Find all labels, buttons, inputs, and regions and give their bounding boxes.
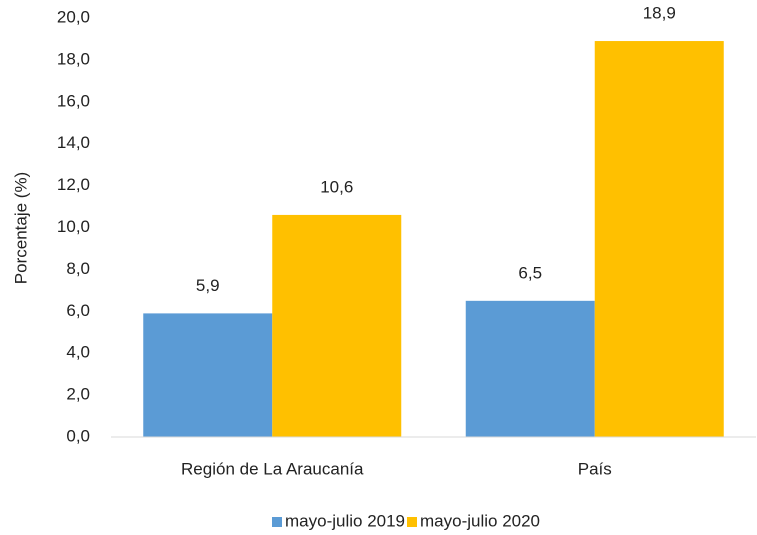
value-label: 5,9 [196,276,220,295]
y-tick-label: 2,0 [66,385,90,404]
y-tick-label: 20,0 [57,7,90,26]
x-tick-label: País [578,459,612,478]
y-tick-label: 10,0 [57,217,90,236]
y-tick-label: 14,0 [57,133,90,152]
y-tick-label: 4,0 [66,343,90,362]
legend-swatch [407,517,417,527]
legend-swatch [272,517,282,527]
legend-label: mayo-julio 2020 [420,511,540,530]
value-label: 6,5 [518,263,542,282]
y-axis-label: Porcentaje (%) [11,172,30,284]
x-tick-label: Región de La Araucanía [181,459,364,478]
legend-label: mayo-julio 2019 [285,511,405,530]
bar [594,41,724,438]
y-tick-label: 0,0 [66,426,90,445]
value-label: 10,6 [320,177,353,196]
value-label: 18,9 [643,4,676,23]
bar [272,214,402,437]
y-tick-label: 18,0 [57,49,90,68]
bar [143,313,273,437]
y-tick-label: 16,0 [57,91,90,110]
y-tick-label: 12,0 [57,175,90,194]
y-tick-label: 6,0 [66,301,90,320]
y-tick-label: 8,0 [66,259,90,278]
bar [465,300,595,437]
